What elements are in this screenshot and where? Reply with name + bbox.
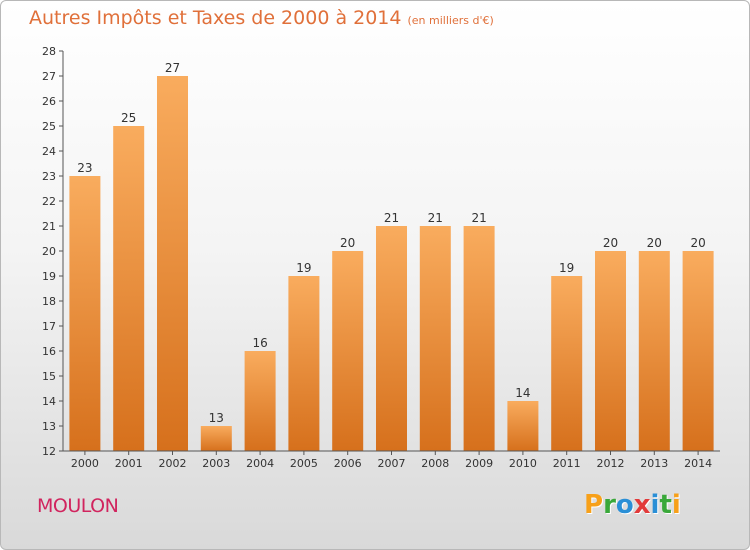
y-tick-label: 27 xyxy=(42,70,56,83)
proxiti-logo: Proxiti xyxy=(584,490,681,520)
logo-letter: r xyxy=(603,490,616,520)
bar-2002 xyxy=(157,76,188,451)
logo-letter: t xyxy=(659,490,672,520)
data-label-2007: 21 xyxy=(384,211,399,225)
y-tick-label: 13 xyxy=(42,420,56,433)
bar-2007 xyxy=(376,226,407,451)
y-tick-label: 25 xyxy=(42,120,56,133)
y-tick-label: 23 xyxy=(42,170,56,183)
y-tick-label: 21 xyxy=(42,220,56,233)
y-tick-label: 14 xyxy=(42,395,56,408)
y-tick-label: 22 xyxy=(42,195,56,208)
y-tick-label: 19 xyxy=(42,270,56,283)
data-label-2010: 14 xyxy=(515,386,530,400)
data-label-2012: 20 xyxy=(603,236,618,250)
data-label-2011: 19 xyxy=(559,261,574,275)
data-label-2005: 19 xyxy=(296,261,311,275)
bars-group: 23 25 27 13 16 19 20 21 21 21 14 19 20 20 20 xyxy=(69,61,714,451)
bar-2001 xyxy=(113,126,145,451)
x-tick-label-2001: 2001 xyxy=(115,457,143,470)
y-tick-label: 28 xyxy=(42,45,56,58)
data-label-2008: 21 xyxy=(428,211,443,225)
x-tick-label-2009: 2009 xyxy=(465,457,493,470)
x-tick-label-2010: 2010 xyxy=(509,457,537,470)
y-tick-label: 15 xyxy=(42,370,56,383)
x-tick-label-2011: 2011 xyxy=(553,457,581,470)
x-tick-label-2008: 2008 xyxy=(421,457,449,470)
data-label-2004: 16 xyxy=(252,336,267,350)
x-axis: 2000 2001 2002 2003 2004 2005 2006 2007 2008 2009… xyxy=(63,450,720,470)
bar-2014 xyxy=(682,251,714,451)
chart-title: Autres Impôts et Taxes de 2000 à 2014 (en… xyxy=(29,7,494,29)
bar-2010 xyxy=(507,401,539,451)
bar-2012 xyxy=(595,251,626,451)
logo-letter: o xyxy=(615,490,634,520)
commune-name: MOULON xyxy=(37,495,119,517)
data-label-2003: 13 xyxy=(209,411,224,425)
bar-2000 xyxy=(69,176,101,451)
bar-2006 xyxy=(332,251,364,451)
x-tick-label-2004: 2004 xyxy=(246,457,274,470)
chart-subtitle: (en milliers d'€) xyxy=(407,14,494,27)
logo-letter: x xyxy=(633,490,651,520)
x-tick-label-2002: 2002 xyxy=(159,457,187,470)
logo-letter: i xyxy=(650,490,660,520)
x-tick-label-2000: 2000 xyxy=(71,457,99,470)
bar-2011 xyxy=(551,276,583,451)
x-tick-label-2007: 2007 xyxy=(378,457,406,470)
logo-letter: i xyxy=(671,490,681,520)
y-axis: 12 13 14 15 16 17 18 19 20 21 22 23 24 25 26 27 28 xyxy=(42,45,64,458)
y-tick-label: 18 xyxy=(42,295,56,308)
y-tick-label: 26 xyxy=(42,95,56,108)
x-tick-label-2012: 2012 xyxy=(597,457,625,470)
bar-2008 xyxy=(419,226,451,451)
bar-2013 xyxy=(638,251,670,451)
y-tick-label: 16 xyxy=(42,345,56,358)
bar-2003 xyxy=(200,426,232,451)
x-tick-label-2014: 2014 xyxy=(684,457,712,470)
x-tick-label-2003: 2003 xyxy=(202,457,230,470)
data-label-2001: 25 xyxy=(121,111,136,125)
bar-2004 xyxy=(244,351,276,451)
x-tick-label-2005: 2005 xyxy=(290,457,318,470)
y-tick-label: 20 xyxy=(42,245,56,258)
data-label-2013: 20 xyxy=(647,236,662,250)
data-label-2014: 20 xyxy=(690,236,705,250)
y-tick-label: 17 xyxy=(42,320,56,333)
bar-2009 xyxy=(463,226,495,451)
data-label-2002: 27 xyxy=(165,61,180,75)
x-tick-label-2013: 2013 xyxy=(640,457,668,470)
y-tick-label: 24 xyxy=(42,145,56,158)
y-tick-label: 12 xyxy=(42,445,56,458)
data-label-2006: 20 xyxy=(340,236,355,250)
bar-2005 xyxy=(288,276,320,451)
data-label-2009: 21 xyxy=(471,211,486,225)
logo-letter: P xyxy=(584,490,604,520)
x-tick-label-2006: 2006 xyxy=(334,457,362,470)
data-label-2000: 23 xyxy=(77,161,92,175)
